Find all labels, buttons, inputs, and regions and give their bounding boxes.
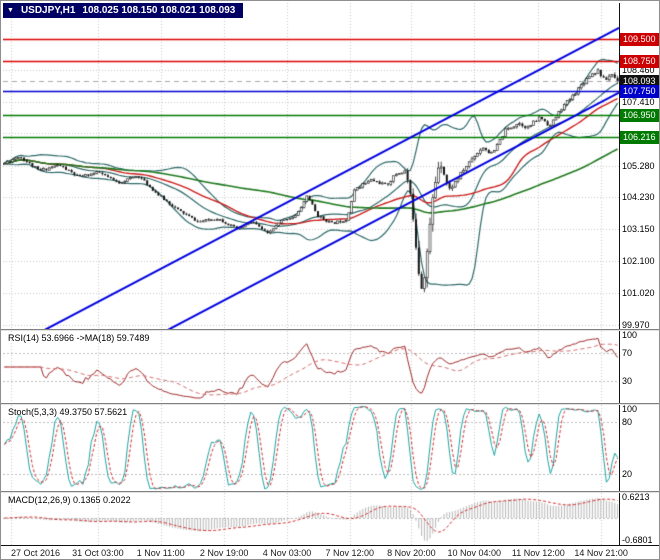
main-chart-canvas[interactable]: [3, 3, 619, 329]
rsi-indicator-label: RSI(14) 53.6966 ->MA(18) 59.7489: [8, 333, 150, 343]
time-axis-label: 27 Oct 2016: [11, 548, 61, 558]
time-axis-label: 10 Nov 04:00: [447, 548, 502, 558]
panel-splitter[interactable]: [1, 491, 659, 493]
indicator-axis-label: 20: [622, 468, 633, 479]
time-axis-label: 14 Nov 21:00: [574, 548, 628, 558]
price-level-badge: 107.750: [620, 85, 659, 99]
price-axis-label: 102.100: [622, 255, 655, 266]
price-level-badge: 106.216: [620, 131, 659, 145]
macd-indicator-label: MACD(12,26,9) 0.1365 0.2022: [8, 495, 131, 505]
indicator-axis-label: 100: [622, 404, 638, 414]
rsi-panel-canvas[interactable]: [3, 331, 619, 403]
indicator-axis-label: 80: [622, 417, 633, 428]
symbol-timeframe-label: USDJPY,H1: [20, 5, 76, 16]
price-axis-label: 108.460: [622, 65, 655, 76]
stoch-panel-canvas[interactable]: [3, 405, 619, 491]
macd-panel-canvas[interactable]: [3, 493, 619, 545]
price-axis-label: 103.150: [622, 224, 655, 235]
indicator-axis-label: 0.6213: [622, 492, 650, 502]
price-level-badge: 108.093: [620, 75, 659, 89]
price-level-badge: 108.750: [620, 55, 659, 69]
time-axis-label: 1 Nov 11:00: [136, 548, 185, 558]
time-axis-label: 2 Nov 19:00: [199, 548, 249, 558]
time-axis-label: 31 Oct 03:00: [72, 548, 124, 558]
time-axis-label: 7 Nov 12:00: [325, 548, 375, 558]
ohlc-values: 108.025 108.150 108.021 108.093: [82, 5, 236, 16]
price-axis-label: 107.410: [622, 96, 655, 107]
time-axis-label: 8 Nov 20:00: [387, 548, 436, 558]
indicator-axis-label: -0.6801: [622, 535, 653, 545]
time-axis-label: 11 Nov 12:00: [511, 548, 565, 558]
panel-splitter[interactable]: [1, 329, 659, 331]
indicator-axis-label: 70: [622, 347, 633, 358]
price-axis-label: 104.230: [622, 192, 655, 203]
indicator-axis-label: 30: [622, 376, 633, 387]
time-axis-separator: [1, 545, 659, 546]
price-axis-label: 105.280: [622, 160, 655, 171]
one-click-trading-arrow-icon[interactable]: ▼: [7, 7, 14, 14]
indicator-axis-label: 100: [622, 330, 638, 340]
price-level-badge: 106.950: [620, 109, 659, 123]
time-axis-label: 4 Nov 03:00: [262, 548, 312, 558]
price-axis-separator: [619, 3, 620, 545]
price-axis-label: 101.020: [622, 288, 655, 299]
chart-title-bar: ▼ USDJPY,H1 108.025 108.150 108.021 108.…: [3, 3, 244, 18]
stoch-indicator-label: Stoch(5,3,3) 49.3750 57.5621: [8, 407, 128, 417]
panel-splitter[interactable]: [1, 403, 659, 405]
price-level-badge: 109.500: [620, 32, 659, 46]
